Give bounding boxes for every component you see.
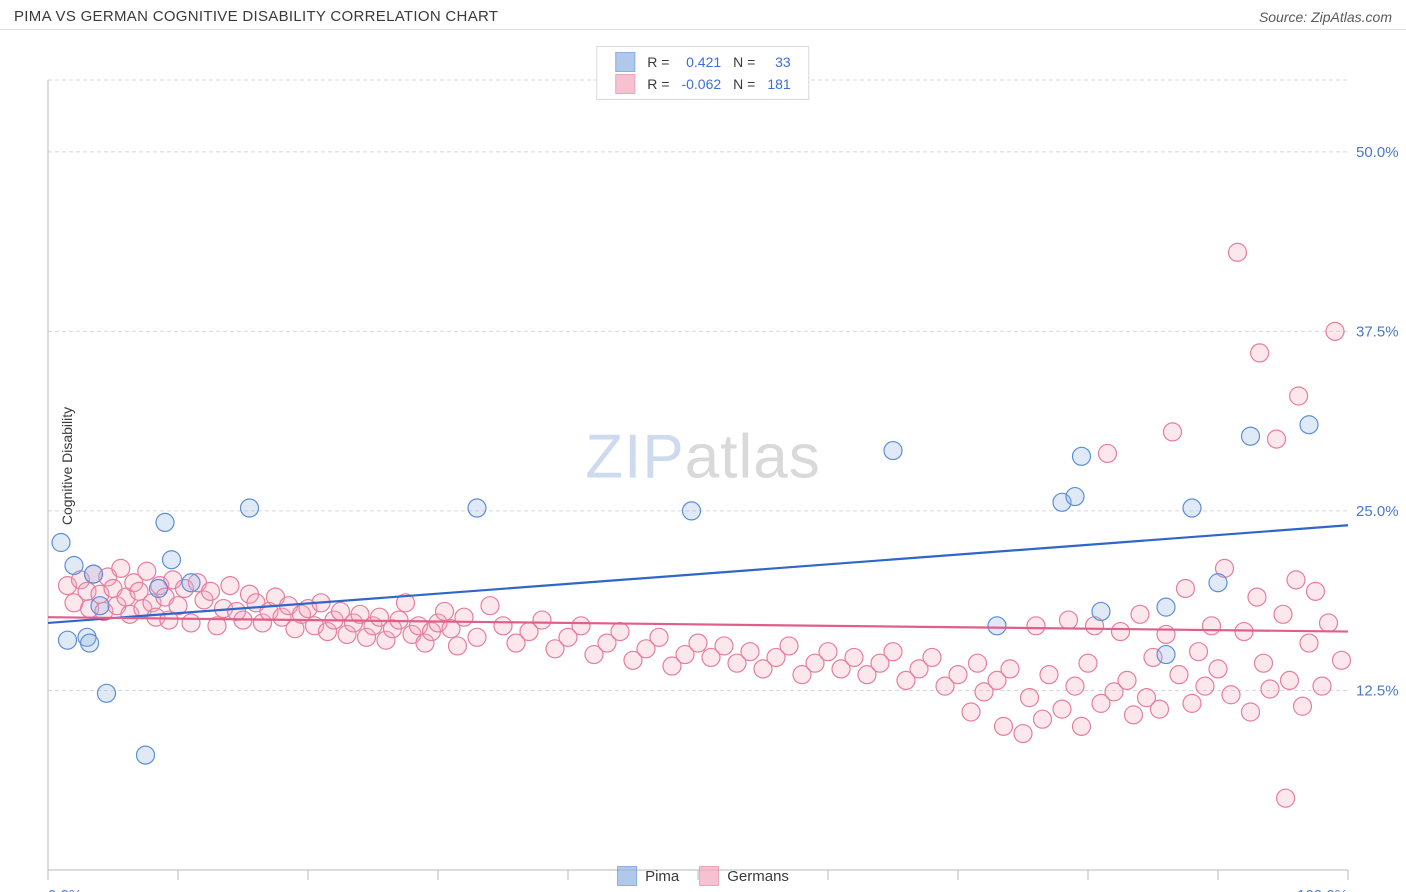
chart-title: PIMA VS GERMAN COGNITIVE DISABILITY CORR… [14, 8, 498, 25]
svg-text:100.0%: 100.0% [1297, 887, 1348, 892]
source-name: ZipAtlas.com [1311, 9, 1392, 25]
n-label: N = [727, 51, 761, 73]
pima-r-value: 0.421 [675, 51, 727, 73]
svg-text:12.5%: 12.5% [1356, 682, 1399, 699]
y-axis-label: Cognitive Disability [59, 407, 75, 525]
legend-label-germans: Germans [727, 868, 789, 885]
scatter-chart-svg: 12.5% 25.0% 37.5% 50.0% 0.0% 100.0% [0, 40, 1406, 892]
legend-label-pima: Pima [645, 868, 679, 885]
r-label: R = [641, 51, 675, 73]
source-label: Source: [1259, 9, 1307, 25]
source-credit: Source: ZipAtlas.com [1259, 9, 1392, 25]
chart-container: PIMA VS GERMAN COGNITIVE DISABILITY CORR… [0, 0, 1406, 892]
germans-r-value: -0.062 [675, 73, 727, 95]
legend-item-pima: Pima [617, 866, 679, 886]
chart-header: PIMA VS GERMAN COGNITIVE DISABILITY CORR… [0, 0, 1406, 30]
legend-swatch-germans [615, 74, 635, 94]
svg-text:0.0%: 0.0% [48, 887, 82, 892]
chart-area: Cognitive Disability 12.5% 25.0% 37.5% 50.0… [0, 40, 1406, 892]
legend-table: R = 0.421 N = 33 R = -0.062 N = 181 [609, 51, 796, 95]
legend-row-germans: R = -0.062 N = 181 [609, 73, 796, 95]
legend-item-germans: Germans [699, 866, 789, 886]
legend-series: Pima Germans [617, 866, 789, 886]
legend-swatch-pima [615, 52, 635, 72]
svg-text:25.0%: 25.0% [1356, 503, 1399, 520]
r-label: R = [641, 73, 675, 95]
legend-correlation: R = 0.421 N = 33 R = -0.062 N = 181 [596, 46, 809, 100]
legend-swatch-pima [617, 866, 637, 886]
germans-n-value: 181 [761, 73, 796, 95]
svg-text:37.5%: 37.5% [1356, 323, 1399, 340]
pima-n-value: 33 [761, 51, 796, 73]
svg-text:50.0%: 50.0% [1356, 144, 1399, 161]
n-label: N = [727, 73, 761, 95]
legend-swatch-germans [699, 866, 719, 886]
legend-row-pima: R = 0.421 N = 33 [609, 51, 796, 73]
